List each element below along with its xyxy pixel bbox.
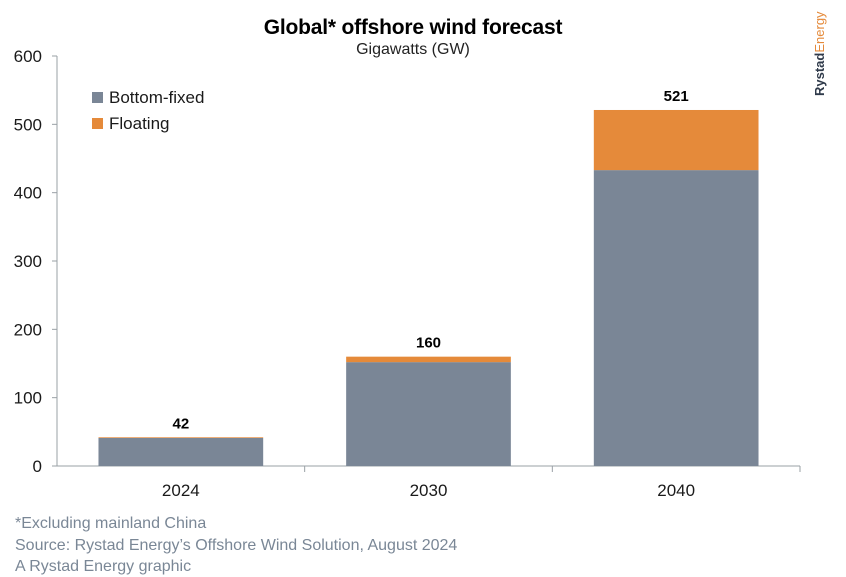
y-tick-label: 100	[14, 389, 42, 408]
legend-swatch	[92, 92, 103, 103]
total-label: 521	[664, 88, 689, 105]
x-tick-label: 2030	[410, 481, 448, 500]
chart-title: Global* offshore wind forecast	[263, 16, 563, 39]
total-label: 42	[172, 415, 189, 432]
bar-bottom-fixed-2024	[98, 437, 264, 466]
y-tick-label: 400	[14, 184, 42, 203]
y-tick-label: 300	[14, 252, 42, 271]
y-tick-label: 600	[14, 47, 42, 66]
legend-swatch	[92, 118, 103, 129]
y-tick-label: 500	[14, 115, 42, 134]
y-tick-label: 200	[14, 320, 42, 339]
total-label: 160	[416, 335, 441, 352]
x-tick-label: 2040	[657, 481, 695, 500]
x-tick-label: 2024	[162, 481, 200, 500]
bar-bottom-fixed-2030	[346, 362, 511, 466]
bar-bottom-fixed-2040	[593, 170, 759, 466]
footnote-source: Source: Rystad Energy’s Offshore Wind So…	[15, 537, 458, 554]
legend-label: Floating	[109, 114, 169, 133]
bar-floating-2024	[98, 437, 264, 438]
footnote-credit: A Rystad Energy graphic	[15, 558, 192, 575]
legend-label: Bottom-fixed	[109, 88, 204, 107]
bar-floating-2030	[346, 356, 511, 363]
footnote-exclusion: *Excluding mainland China	[15, 515, 207, 532]
y-tick-label: 0	[33, 457, 42, 476]
bar-floating-2040	[593, 109, 759, 171]
chart-subtitle: Gigawatts (GW)	[356, 41, 470, 58]
